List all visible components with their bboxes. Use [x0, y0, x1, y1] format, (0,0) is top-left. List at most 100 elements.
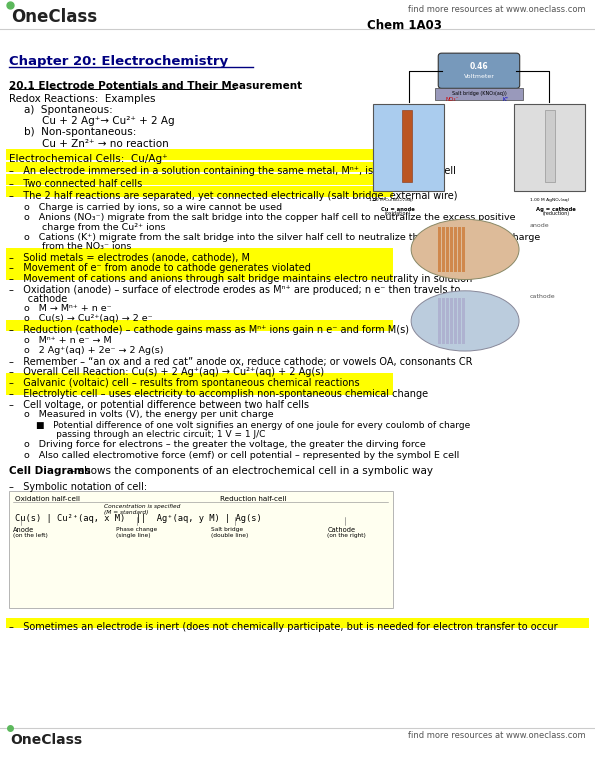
FancyBboxPatch shape: [6, 174, 393, 185]
FancyBboxPatch shape: [446, 227, 449, 272]
Text: Electrochemical Cells:  Cu/Ag⁺: Electrochemical Cells: Cu/Ag⁺: [9, 154, 168, 164]
FancyBboxPatch shape: [6, 270, 393, 280]
Text: (single line): (single line): [116, 533, 151, 537]
Text: (M = standard): (M = standard): [104, 510, 149, 514]
Text: o   Driving force for electrons – the greater the voltage, the greater the dirvi: o Driving force for electrons – the grea…: [24, 440, 425, 450]
Text: Cu(s) | Cu²⁺(aq, x M)  ||  Ag⁺(aq, y M) | Ag(s): Cu(s) | Cu²⁺(aq, x M) || Ag⁺(aq, y M) | …: [15, 514, 262, 524]
Text: (double line): (double line): [211, 533, 249, 537]
Text: cathode: cathode: [9, 294, 67, 304]
Text: –   Remember – “an ox and a red cat” anode ox, reduce cathode; or vowels OA, con: – Remember – “an ox and a red cat” anode…: [9, 357, 472, 367]
FancyBboxPatch shape: [6, 384, 393, 395]
FancyBboxPatch shape: [446, 298, 449, 343]
FancyBboxPatch shape: [458, 227, 461, 272]
Text: Cu + Zn²⁺ → no reaction: Cu + Zn²⁺ → no reaction: [42, 139, 168, 149]
Text: OneClass: OneClass: [11, 8, 97, 25]
Text: K⁺: K⁺: [502, 97, 509, 102]
Text: Cell Diagrams: Cell Diagrams: [9, 466, 90, 476]
Text: o   Charge is carried by ions, so a wire cannot be used: o Charge is carried by ions, so a wire c…: [24, 203, 282, 212]
Text: o   Cations (K⁺) migrate from the salt bridge into the silver half cell to neutr: o Cations (K⁺) migrate from the salt bri…: [24, 233, 540, 242]
Text: 1.00 M AgNO₃(aq): 1.00 M AgNO₃(aq): [530, 198, 569, 202]
Text: Chapter 20: Electrochemistry: Chapter 20: Electrochemistry: [9, 55, 228, 69]
FancyBboxPatch shape: [6, 162, 393, 172]
Text: Phase change: Phase change: [116, 527, 157, 532]
Text: NO₃⁻: NO₃⁻: [446, 97, 459, 102]
Text: –   Reduction (cathode) – cathode gains mass as Mⁿ⁺ ions gain n e⁻ and form M(s): – Reduction (cathode) – cathode gains ma…: [9, 325, 409, 335]
Text: Voltmeter: Voltmeter: [464, 75, 494, 79]
FancyBboxPatch shape: [462, 298, 465, 343]
Text: –   Solid metals = electrodes (anode, cathode), M: – Solid metals = electrodes (anode, cath…: [9, 253, 250, 263]
FancyBboxPatch shape: [450, 227, 453, 272]
Text: 1.00 M Cu(NO₃)₂(aq): 1.00 M Cu(NO₃)₂(aq): [369, 198, 413, 202]
Text: cathode: cathode: [529, 294, 555, 300]
Text: Salt bridge: Salt bridge: [211, 527, 243, 532]
FancyBboxPatch shape: [442, 227, 445, 272]
Text: –   An electrode immersed in a solution containing the same metal, Mⁿ⁺, is calle: – An electrode immersed in a solution co…: [9, 166, 456, 176]
Text: (oxidation): (oxidation): [384, 212, 411, 216]
FancyBboxPatch shape: [6, 248, 393, 259]
Text: Cu = anode: Cu = anode: [381, 207, 415, 212]
FancyBboxPatch shape: [438, 227, 441, 272]
Text: o   2 Ag⁺(aq) + 2e⁻ → 2 Ag(s): o 2 Ag⁺(aq) + 2e⁻ → 2 Ag(s): [24, 346, 163, 355]
Text: find more resources at www.oneclass.com: find more resources at www.oneclass.com: [408, 5, 586, 15]
FancyBboxPatch shape: [6, 186, 393, 197]
FancyBboxPatch shape: [462, 227, 465, 272]
FancyBboxPatch shape: [9, 491, 393, 608]
FancyBboxPatch shape: [6, 259, 393, 270]
FancyBboxPatch shape: [545, 110, 555, 182]
Text: b)  Non-spontaneous:: b) Non-spontaneous:: [24, 127, 136, 137]
Text: –   Movement of e⁻ from anode to cathode generates violated: – Movement of e⁻ from anode to cathode g…: [9, 263, 311, 273]
Text: –   Galvanic (voltaic) cell – results from spontaneous chemical reactions: – Galvanic (voltaic) cell – results from…: [9, 378, 359, 388]
Text: from the NO₃⁻ ions: from the NO₃⁻ ions: [24, 242, 131, 251]
Text: ■   Potential difference of one volt signifies an energy of one joule for every : ■ Potential difference of one volt signi…: [36, 421, 470, 430]
Text: (on the left): (on the left): [13, 533, 48, 537]
Text: Chem 1A03: Chem 1A03: [367, 19, 442, 32]
Text: Reduction half-cell: Reduction half-cell: [220, 496, 287, 502]
FancyBboxPatch shape: [6, 373, 393, 384]
FancyBboxPatch shape: [439, 53, 519, 89]
FancyBboxPatch shape: [402, 110, 412, 182]
FancyBboxPatch shape: [514, 104, 585, 191]
Text: –   Two connected half cells: – Two connected half cells: [9, 179, 142, 189]
FancyBboxPatch shape: [435, 89, 523, 100]
Text: – shows the components of an electrochemical cell in a symbolic way: – shows the components of an electrochem…: [70, 466, 433, 476]
Text: o   Also called electromotive force (emf) or cell potential – represented by the: o Also called electromotive force (emf) …: [24, 451, 459, 460]
Text: –   Symbolic notation of cell:: – Symbolic notation of cell:: [9, 482, 147, 492]
Text: (reduction): (reduction): [543, 212, 569, 216]
Text: 20.1 Electrode Potentials and Their Measurement: 20.1 Electrode Potentials and Their Meas…: [9, 81, 302, 91]
Text: o   Anions (NO₃⁻) migrate from the salt bridge into the copper half cell to neut: o Anions (NO₃⁻) migrate from the salt br…: [24, 213, 515, 223]
Text: charge from the Cu²⁺ ions: charge from the Cu²⁺ ions: [24, 223, 165, 232]
Text: passing through an electric circuit; 1 V = 1 J/C: passing through an electric circuit; 1 V…: [36, 430, 265, 440]
Text: OneClass: OneClass: [11, 733, 83, 747]
Text: a)  Spontaneous:: a) Spontaneous:: [24, 105, 112, 116]
Text: find more resources at www.oneclass.com: find more resources at www.oneclass.com: [408, 732, 586, 741]
Text: o   M → Mⁿ⁺ + n e⁻: o M → Mⁿ⁺ + n e⁻: [24, 304, 111, 313]
Text: –   Overall Cell Reaction: Cu(s) + 2 Ag⁺(aq) → Cu²⁺(aq) + 2 Ag(s): – Overall Cell Reaction: Cu(s) + 2 Ag⁺(a…: [9, 367, 324, 377]
Text: o   Cu(s) → Cu²⁺(aq) → 2 e⁻: o Cu(s) → Cu²⁺(aq) → 2 e⁻: [24, 314, 152, 323]
Text: Salt bridge (KNO₃(aq)): Salt bridge (KNO₃(aq)): [452, 92, 506, 96]
FancyBboxPatch shape: [438, 298, 441, 343]
FancyBboxPatch shape: [6, 320, 393, 331]
Text: Ag = cathode: Ag = cathode: [536, 207, 576, 212]
FancyBboxPatch shape: [450, 298, 453, 343]
Circle shape: [411, 291, 519, 351]
Text: –   The 2 half reactions are separated, yet connected electrically (salt bridge,: – The 2 half reactions are separated, ye…: [9, 191, 458, 201]
Text: Oxidation half-cell: Oxidation half-cell: [15, 496, 80, 502]
Text: 0.46: 0.46: [469, 62, 488, 71]
FancyBboxPatch shape: [455, 298, 457, 343]
FancyBboxPatch shape: [455, 227, 457, 272]
Text: –   Movement of cations and anions through salt bridge maintains electro neutral: – Movement of cations and anions through…: [9, 274, 472, 284]
Text: o   Measured in volts (V), the energy per unit charge: o Measured in volts (V), the energy per …: [24, 410, 274, 420]
Text: o   Mⁿ⁺ + n e⁻ → M: o Mⁿ⁺ + n e⁻ → M: [24, 336, 111, 345]
Text: Redox Reactions:  Examples: Redox Reactions: Examples: [9, 94, 155, 104]
Text: Cathode: Cathode: [327, 527, 355, 534]
Text: Cu + 2 Ag⁺→ Cu²⁺ + 2 Ag: Cu + 2 Ag⁺→ Cu²⁺ + 2 Ag: [42, 116, 174, 126]
FancyBboxPatch shape: [458, 298, 461, 343]
Text: anode: anode: [529, 223, 549, 228]
Text: Anode: Anode: [13, 527, 35, 534]
FancyBboxPatch shape: [6, 618, 589, 628]
FancyBboxPatch shape: [6, 149, 393, 160]
Text: –   Oxidation (anode) – surface of electrode erodes as Mⁿ⁺ are produced; n e⁻ th: – Oxidation (anode) – surface of electro…: [9, 285, 461, 295]
Text: (on the right): (on the right): [327, 533, 366, 537]
FancyBboxPatch shape: [442, 298, 445, 343]
Text: –   Electrolytic cell – uses electricity to accomplish non-spontaneous chemical : – Electrolytic cell – uses electricity t…: [9, 389, 428, 399]
